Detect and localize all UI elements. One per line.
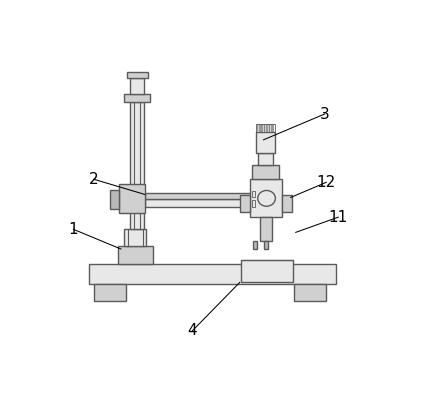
Bar [252,191,255,197]
Text: 11: 11 [328,210,348,225]
Bar [260,217,272,242]
Bar [264,242,268,249]
Bar [130,78,144,94]
Bar [130,102,144,229]
Bar [250,179,282,217]
Bar [124,229,146,246]
Bar [117,246,153,264]
Bar [252,165,279,179]
Bar [258,152,273,165]
Bar [282,195,293,212]
Bar [253,242,258,249]
Bar [240,195,250,212]
Text: 3: 3 [320,106,329,121]
Bar [127,72,148,78]
Bar [256,132,275,152]
Bar [124,94,150,102]
Bar [267,124,268,132]
Bar [94,284,126,301]
Bar [272,124,273,132]
Bar [294,284,326,301]
Bar [252,200,255,206]
Text: 2: 2 [89,172,99,187]
Bar [265,124,266,132]
Text: 12: 12 [317,175,336,190]
Bar [257,124,259,132]
Bar [145,193,255,199]
Bar [110,190,119,209]
Bar [269,124,271,132]
Bar [241,260,293,282]
Bar [119,184,145,213]
Bar [88,264,336,284]
Text: 1: 1 [69,222,78,237]
Bar [259,124,261,132]
Bar [256,124,275,132]
Bar [145,199,255,208]
Text: 4: 4 [187,323,197,338]
Bar [262,124,264,132]
